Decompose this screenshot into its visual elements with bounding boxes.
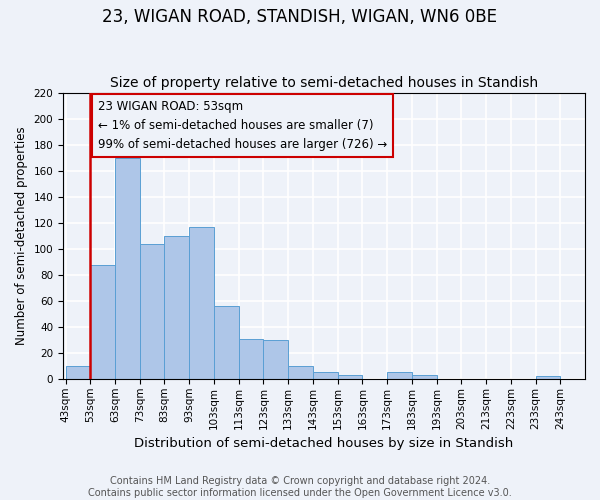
Text: 23, WIGAN ROAD, STANDISH, WIGAN, WN6 0BE: 23, WIGAN ROAD, STANDISH, WIGAN, WN6 0BE — [103, 8, 497, 26]
Title: Size of property relative to semi-detached houses in Standish: Size of property relative to semi-detach… — [110, 76, 538, 90]
Y-axis label: Number of semi-detached properties: Number of semi-detached properties — [15, 127, 28, 346]
Bar — [214, 306, 239, 379]
Bar — [313, 372, 338, 379]
Bar — [412, 375, 437, 379]
Bar — [90, 264, 115, 379]
Bar — [263, 340, 288, 379]
Bar — [536, 376, 560, 379]
Bar — [387, 372, 412, 379]
Bar — [288, 366, 313, 379]
Bar — [338, 375, 362, 379]
Bar — [164, 236, 189, 379]
Bar — [65, 366, 90, 379]
Bar — [115, 158, 140, 379]
Bar — [239, 338, 263, 379]
Bar — [189, 227, 214, 379]
Text: Contains HM Land Registry data © Crown copyright and database right 2024.
Contai: Contains HM Land Registry data © Crown c… — [88, 476, 512, 498]
Text: 23 WIGAN ROAD: 53sqm
← 1% of semi-detached houses are smaller (7)
99% of semi-de: 23 WIGAN ROAD: 53sqm ← 1% of semi-detach… — [98, 100, 387, 151]
X-axis label: Distribution of semi-detached houses by size in Standish: Distribution of semi-detached houses by … — [134, 437, 514, 450]
Bar — [140, 244, 164, 379]
